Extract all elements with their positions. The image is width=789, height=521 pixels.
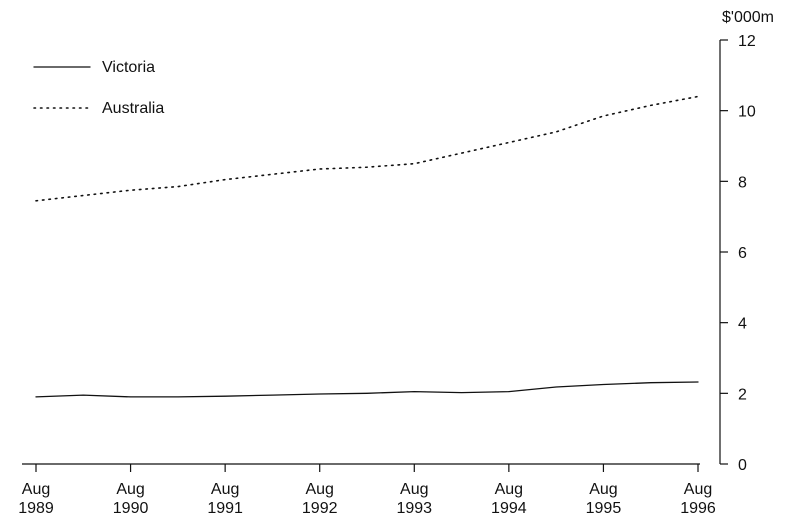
x-tick-label-year: 1990 [113, 500, 149, 517]
axes: $'000m [22, 9, 774, 465]
x-tick-label-year: 1995 [586, 500, 622, 517]
x-tick-label-month: Aug [495, 481, 523, 498]
x-axis-ticks: Aug 1989 Aug 1990 Aug 1991 Aug 1992 Aug 1993 Aug 19… [18, 464, 716, 517]
y-tick-label: 12 [738, 33, 756, 50]
y-tick-label: 4 [738, 316, 747, 333]
series-line-victoria [35, 381, 699, 398]
y-tick-label: 6 [738, 245, 747, 262]
x-tick-label-year: 1991 [207, 500, 243, 517]
y-axis-unit-label: $'000m [722, 9, 774, 26]
x-tick-label-year: 1996 [680, 500, 716, 517]
x-tick-label-month: Aug [211, 481, 239, 498]
y-tick-label: 0 [738, 457, 747, 474]
x-tick-label-month: Aug [684, 481, 712, 498]
legend-label-victoria: Victoria [102, 59, 155, 76]
y-tick-label: 8 [738, 174, 747, 191]
x-tick-label-month: Aug [305, 481, 333, 498]
x-tick-label-month: Aug [400, 481, 428, 498]
series-layer [35, 95, 699, 398]
x-tick-label-year: 1993 [396, 500, 432, 517]
x-tick-label-year: 1989 [18, 500, 54, 517]
y-tick-label: 2 [738, 386, 747, 403]
legend: Victoria Australia [33, 59, 164, 117]
x-tick-label-year: 1992 [302, 500, 338, 517]
series-line-australia [35, 95, 699, 202]
x-tick-label-month: Aug [589, 481, 617, 498]
x-tick-label-year: 1994 [491, 500, 527, 517]
y-tick-label: 10 [738, 104, 756, 121]
y-axis-ticks: 0 2 4 6 8 10 12 [720, 33, 756, 474]
x-tick-label-month: Aug [116, 481, 144, 498]
legend-label-australia: Australia [102, 100, 164, 117]
x-tick-label-month: Aug [22, 481, 50, 498]
